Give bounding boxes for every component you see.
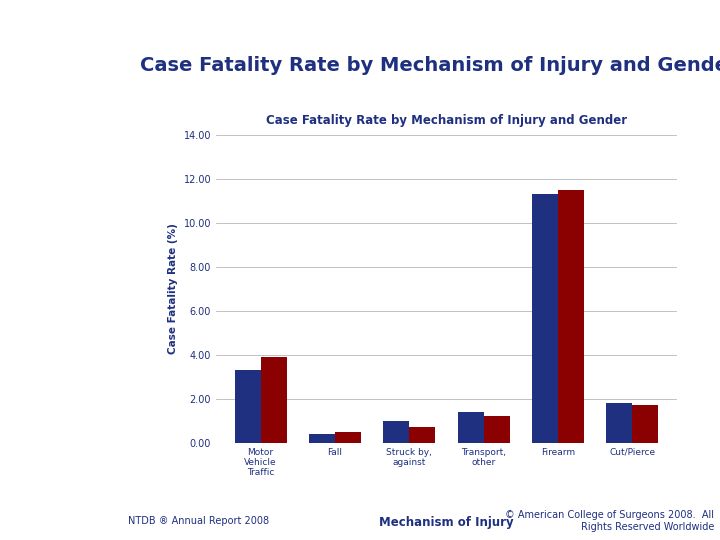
Text: © American College of Surgeons 2008.  All
Rights Reserved Worldwide: © American College of Surgeons 2008. All… — [505, 510, 714, 532]
Bar — [261, 357, 287, 443]
Bar — [632, 406, 658, 443]
Bar — [606, 403, 632, 443]
Text: NTDB ® Annual Report 2008: NTDB ® Annual Report 2008 — [128, 516, 269, 526]
Bar — [532, 194, 558, 443]
Bar — [383, 421, 409, 443]
Text: Figure
9B: Figure 9B — [42, 81, 77, 103]
Bar — [335, 432, 361, 443]
Text: Case Fatality Rate by Mechanism of Injury and Gender: Case Fatality Rate by Mechanism of Injur… — [140, 56, 720, 75]
Y-axis label: Case Fatality Rate (%): Case Fatality Rate (%) — [168, 224, 178, 354]
Bar — [235, 370, 261, 443]
Bar — [457, 412, 484, 443]
Bar — [409, 428, 436, 443]
X-axis label: Mechanism of Injury: Mechanism of Injury — [379, 516, 513, 529]
Bar — [558, 190, 584, 443]
Title: Case Fatality Rate by Mechanism of Injury and Gender: Case Fatality Rate by Mechanism of Injur… — [266, 114, 627, 127]
Bar — [309, 434, 335, 443]
Bar — [484, 416, 510, 443]
